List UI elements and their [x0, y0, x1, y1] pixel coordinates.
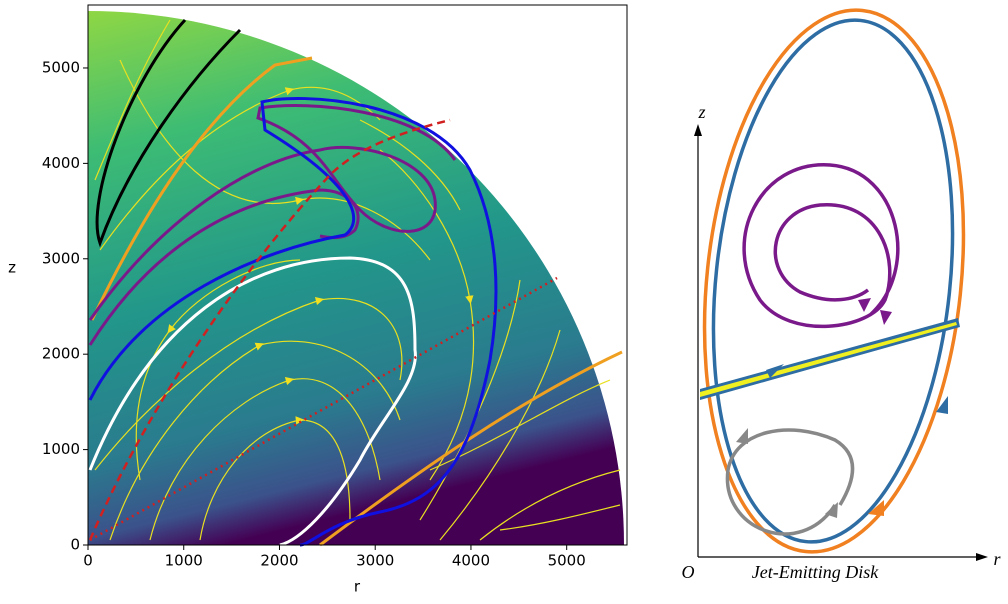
- disk: [700, 322, 957, 397]
- y-axis-label: z: [8, 259, 16, 277]
- purple-spiral: [742, 163, 900, 329]
- arrow: [825, 502, 838, 518]
- origin-label: O: [682, 562, 695, 582]
- blue-line: [88, 97, 498, 547]
- arrow: [976, 553, 988, 561]
- x-tick-label: 5000: [548, 552, 586, 570]
- y-tick-label: 3000: [42, 249, 80, 267]
- red-dashed-line: [88, 118, 451, 541]
- arrow: [736, 428, 748, 444]
- gray-loop: [725, 428, 855, 536]
- arrow: [880, 310, 892, 325]
- blue-loop: [711, 18, 955, 544]
- black-line: [95, 18, 242, 248]
- x-axis-label: r: [354, 578, 361, 596]
- arrow: [868, 500, 884, 516]
- white-line: [88, 256, 417, 547]
- arrow: [858, 298, 871, 312]
- stream-plot: r z 0 1000 2000 3000 4000 5000 0 1000 2000 3000 40…: [8, 4, 628, 596]
- y-tick-label: 1000: [42, 440, 80, 458]
- x-tick-label: 1000: [165, 552, 203, 570]
- caption: Jet-Emitting Disk: [752, 562, 879, 582]
- streamlines: [94, 19, 621, 541]
- x-tick-label: 3000: [356, 552, 394, 570]
- r-label: r: [993, 549, 1001, 569]
- x-tick-label: 2000: [260, 552, 298, 570]
- axes-frame: [87, 4, 628, 546]
- diagram: z r O Jet-Emitting Disk: [682, 8, 1001, 582]
- orange-loop: [702, 8, 966, 554]
- purple-line: [88, 104, 457, 321]
- y-tick-label: 2000: [42, 345, 80, 363]
- z-label: z: [697, 102, 705, 122]
- arrow: [766, 364, 784, 378]
- y-tick-label: 0: [70, 536, 80, 554]
- y-tick-label: 4000: [42, 154, 80, 172]
- arrow: [694, 124, 702, 136]
- orange-line: [90, 56, 313, 321]
- y-tick-label: 5000: [42, 58, 80, 76]
- arrow: [936, 396, 948, 414]
- x-tick-label: 4000: [452, 552, 490, 570]
- field: [88, 11, 624, 545]
- x-tick-label: 0: [83, 552, 93, 570]
